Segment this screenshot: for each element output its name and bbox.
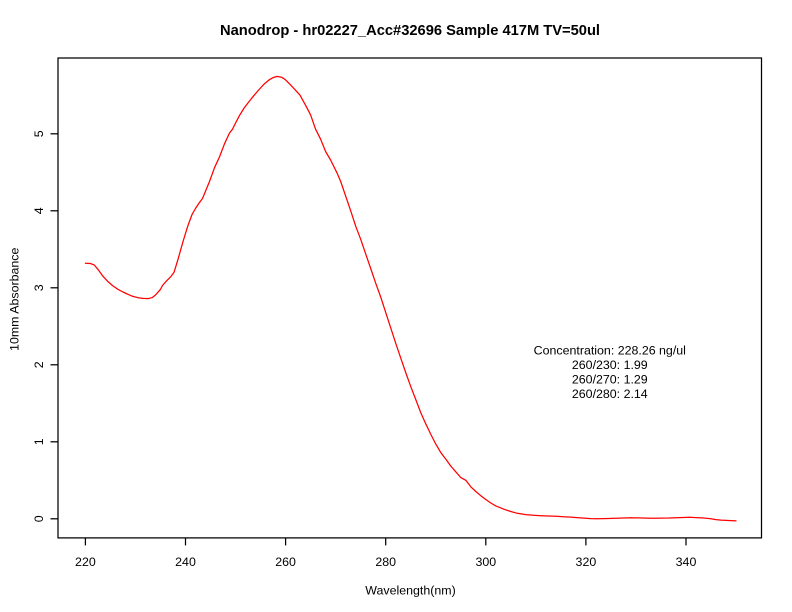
svg-text:260/230: 1.99: 260/230: 1.99 [572, 358, 648, 372]
svg-text:220: 220 [75, 555, 96, 569]
svg-text:1: 1 [32, 438, 46, 445]
svg-text:340: 340 [676, 555, 697, 569]
svg-text:320: 320 [576, 555, 597, 569]
svg-text:2: 2 [32, 361, 46, 368]
svg-text:240: 240 [175, 555, 196, 569]
svg-text:280: 280 [375, 555, 396, 569]
svg-text:0: 0 [32, 515, 46, 522]
svg-text:3: 3 [32, 284, 46, 291]
svg-text:5: 5 [32, 130, 46, 137]
svg-text:4: 4 [32, 207, 46, 214]
svg-text:260: 260 [275, 555, 296, 569]
svg-text:10mm Absorbance: 10mm Absorbance [7, 248, 21, 351]
svg-text:Nanodrop - hr02227_Acc#32696 S: Nanodrop - hr02227_Acc#32696 Sample 417M… [220, 23, 600, 39]
svg-text:300: 300 [475, 555, 496, 569]
svg-text:260/270: 1.29: 260/270: 1.29 [572, 372, 648, 386]
svg-text:Concentration: 228.26 ng/ul: Concentration: 228.26 ng/ul [534, 344, 686, 358]
svg-text:260/280: 2.14: 260/280: 2.14 [572, 387, 648, 401]
svg-text:Wavelength(nm): Wavelength(nm) [365, 583, 455, 597]
